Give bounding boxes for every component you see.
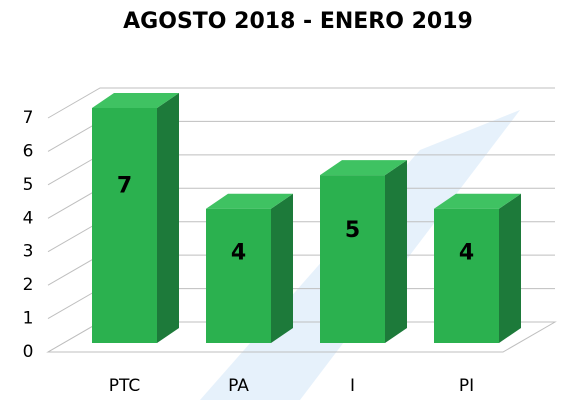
x-tick-label: PTC xyxy=(109,376,141,396)
bar-front xyxy=(434,208,499,343)
bar-side xyxy=(385,160,407,343)
x-tick-label: I xyxy=(350,376,355,396)
chart-title: AGOSTO 2018 - ENERO 2019 xyxy=(123,9,473,34)
y-tick-label: 1 xyxy=(23,309,34,329)
y-tick-label: 6 xyxy=(23,141,34,161)
bar-front xyxy=(206,208,271,343)
y-tick-label: 4 xyxy=(23,208,34,228)
bar-top xyxy=(92,93,179,108)
data-label: 4 xyxy=(459,240,474,265)
y-tick-label: 7 xyxy=(23,108,34,128)
bar xyxy=(320,160,407,343)
bar-top xyxy=(434,193,521,209)
bar-front xyxy=(92,108,157,343)
bar-side xyxy=(499,193,521,343)
bar-top xyxy=(320,160,407,176)
y-tick-label: 5 xyxy=(23,175,34,195)
data-label: 7 xyxy=(117,173,132,198)
y-tick-label: 0 xyxy=(23,342,34,362)
x-tick-label: PA xyxy=(228,376,249,396)
bar xyxy=(92,93,179,343)
bar xyxy=(206,193,293,343)
y-tick-label: 3 xyxy=(23,242,34,262)
data-label: 5 xyxy=(345,218,360,243)
y-tick-label: 2 xyxy=(23,275,34,295)
bar xyxy=(434,193,521,343)
bar-side xyxy=(157,93,179,343)
x-tick-label: PI xyxy=(459,376,474,396)
bar-front xyxy=(320,175,385,343)
grid-line xyxy=(47,87,555,119)
data-label: 4 xyxy=(231,240,246,265)
bar-top xyxy=(206,193,293,209)
bar-side xyxy=(271,193,293,343)
